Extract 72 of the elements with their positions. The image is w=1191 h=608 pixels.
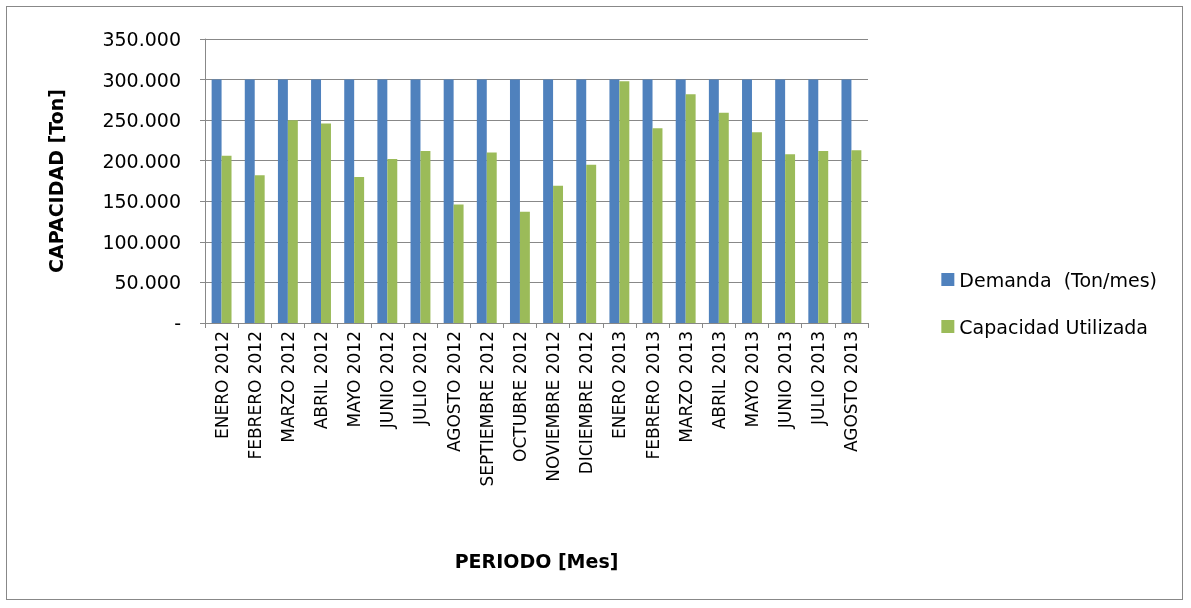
x-tick-label: JULIO 2012 <box>410 331 431 426</box>
bar <box>818 150 829 323</box>
bar <box>244 79 255 323</box>
bar <box>851 150 862 323</box>
bar <box>453 204 464 323</box>
bar <box>808 79 819 323</box>
bar <box>642 79 653 323</box>
bar <box>486 152 497 323</box>
y-tick-label: - <box>174 312 181 334</box>
y-tick-label: 150.000 <box>102 190 181 213</box>
bar <box>344 79 355 323</box>
x-tick-label: SEPTIEMBRE 2012 <box>476 331 497 487</box>
bar <box>685 94 696 323</box>
x-tick-label: JUNIO 2012 <box>377 331 398 430</box>
legend-label: Capacidad Utilizada <box>959 315 1148 338</box>
bar <box>443 79 454 323</box>
y-tick-label: 100.000 <box>102 230 181 253</box>
bar <box>420 150 431 323</box>
bar <box>652 128 663 323</box>
x-tick-label: FEBRERO 2012 <box>244 331 265 460</box>
bar <box>586 164 597 323</box>
bar <box>675 79 686 323</box>
bar <box>619 81 630 323</box>
x-tick-label: ENERO 2012 <box>211 331 232 440</box>
x-tick-label: JULIO 2013 <box>808 331 829 426</box>
x-tick-label: JUNIO 2013 <box>775 331 796 430</box>
x-tick-label: MARZO 2012 <box>277 331 298 443</box>
x-axis-title: PERIODO [Mes] <box>454 549 619 572</box>
bar <box>354 176 365 323</box>
x-tick-label: DICIEMBRE 2012 <box>576 331 597 475</box>
bar <box>387 159 398 323</box>
x-tick-label: FEBRERO 2013 <box>642 331 663 460</box>
y-axis-title: CAPACIDAD [Ton] <box>44 89 67 273</box>
bar <box>211 79 222 323</box>
bar <box>410 79 421 323</box>
bar <box>553 185 564 323</box>
x-tick-label: ABRIL 2012 <box>311 331 332 430</box>
y-tick-label: 300.000 <box>102 68 181 91</box>
bar <box>377 79 388 323</box>
y-tick-label: 200.000 <box>102 149 181 172</box>
bar <box>254 175 265 323</box>
legend-label: Demanda (Ton/mes) <box>959 268 1158 291</box>
x-tick-label: AGOSTO 2012 <box>443 331 464 453</box>
bar <box>321 123 331 323</box>
bar <box>509 79 520 323</box>
bar <box>785 154 796 323</box>
y-tick-label: 250.000 <box>102 109 181 132</box>
y-tick-label: 50.000 <box>114 271 181 294</box>
bar <box>708 79 719 323</box>
bar <box>718 112 729 323</box>
x-tick-label: NOVIEMBRE 2012 <box>543 331 564 482</box>
bar <box>609 79 620 323</box>
x-tick-label: ENERO 2013 <box>609 331 630 440</box>
y-tick-label: 350.000 <box>102 28 181 50</box>
x-tick-label: ABRIL 2013 <box>708 331 729 430</box>
bar <box>287 120 298 323</box>
bar <box>841 79 852 323</box>
x-tick-label: AGOSTO 2013 <box>841 331 862 453</box>
bar <box>775 79 786 323</box>
bar <box>576 79 587 323</box>
bar <box>221 155 232 323</box>
x-tick-label: MAYO 2012 <box>344 331 365 428</box>
bar <box>543 79 554 323</box>
x-tick-label: MARZO 2013 <box>675 331 696 443</box>
bar <box>476 79 487 323</box>
x-tick-label: OCTUBRE 2012 <box>509 331 530 462</box>
bar <box>751 132 762 323</box>
bar <box>519 211 530 323</box>
x-tick-label: MAYO 2013 <box>741 331 762 428</box>
bar <box>277 79 288 323</box>
bar <box>742 79 752 323</box>
bar <box>311 79 322 323</box>
